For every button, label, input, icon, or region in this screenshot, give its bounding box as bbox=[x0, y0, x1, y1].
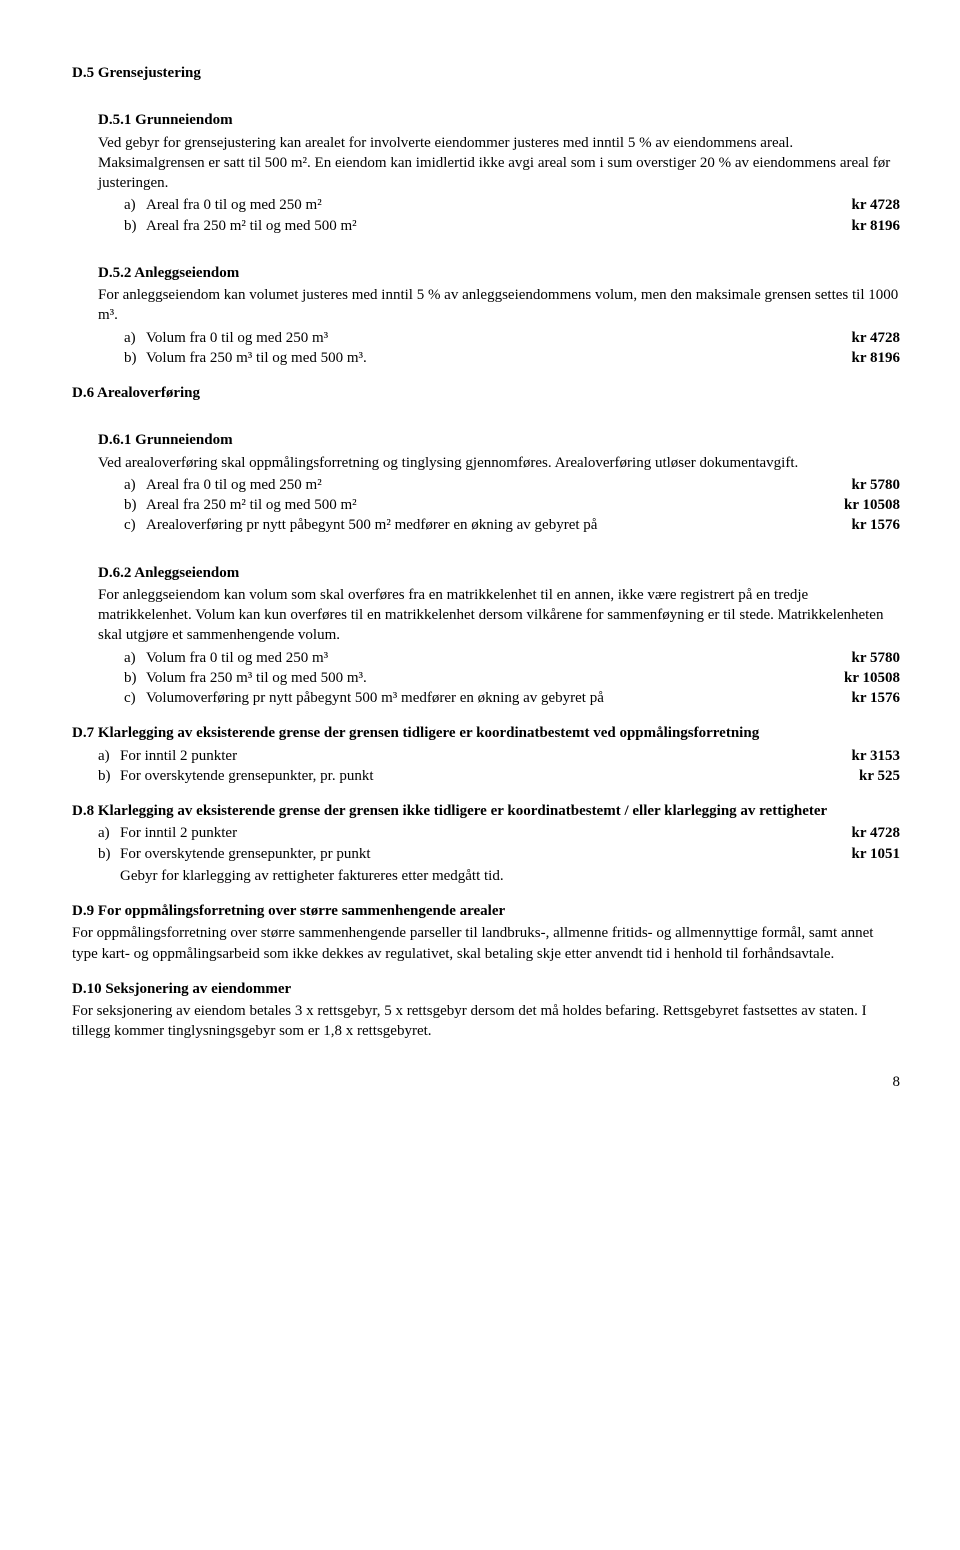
para-d8-tail: Gebyr for klarlegging av rettigheter fak… bbox=[72, 866, 900, 886]
para-d6-2: For anleggseiendom kan volum som skal ov… bbox=[98, 585, 900, 646]
list-letter: c) bbox=[124, 688, 146, 708]
list-text: Volumoverføring pr nytt påbegynt 500 m³ … bbox=[146, 688, 832, 708]
list-amount: kr 525 bbox=[839, 766, 900, 786]
list-d7: a) For inntil 2 punkter kr 3153 b) For o… bbox=[72, 746, 900, 787]
list-d6-1: a) Areal fra 0 til og med 250 m² kr 5780… bbox=[98, 475, 900, 536]
list-letter: a) bbox=[98, 746, 120, 766]
list-amount: kr 4728 bbox=[832, 328, 900, 348]
list-text: For overskytende grensepunkter, pr punkt bbox=[120, 844, 832, 864]
list-amount: kr 1051 bbox=[832, 844, 900, 864]
subsection-d6-2: D.6.2 Anleggseiendom For anleggseiendom … bbox=[72, 563, 900, 709]
list-item: b) Volum fra 250 m³ til og med 500 m³. k… bbox=[98, 348, 900, 368]
list-item: a) Volum fra 0 til og med 250 m³ kr 4728 bbox=[98, 328, 900, 348]
subsection-d6-1: D.6.1 Grunneiendom Ved arealoverføring s… bbox=[72, 430, 900, 535]
list-item: b) Volum fra 250 m³ til og med 500 m³. k… bbox=[98, 668, 900, 688]
section-d5: D.5 Grensejustering D.5.1 Grunneiendom V… bbox=[72, 63, 900, 368]
heading-d7: D.7 Klarlegging av eksisterende grense d… bbox=[72, 723, 900, 743]
heading-d5-1: D.5.1 Grunneiendom bbox=[98, 110, 900, 130]
para-d6-1: Ved arealoverføring skal oppmålingsforre… bbox=[98, 453, 900, 473]
list-text: Areal fra 0 til og med 250 m² bbox=[146, 195, 832, 215]
subsection-d5-2: D.5.2 Anleggseiendom For anleggseiendom … bbox=[72, 263, 900, 368]
section-d7: D.7 Klarlegging av eksisterende grense d… bbox=[72, 723, 900, 786]
list-letter: a) bbox=[124, 195, 146, 215]
subsection-d5-1: D.5.1 Grunneiendom Ved gebyr for grensej… bbox=[72, 110, 900, 236]
list-amount: kr 5780 bbox=[832, 648, 900, 668]
list-item: b) Areal fra 250 m² til og med 500 m² kr… bbox=[98, 495, 900, 515]
section-d6: D.6 Arealoverføring D.6.1 Grunneiendom V… bbox=[72, 383, 900, 708]
list-item: b) Areal fra 250 m² til og med 500 m² kr… bbox=[98, 216, 900, 236]
list-item: c) Volumoverføring pr nytt påbegynt 500 … bbox=[98, 688, 900, 708]
list-letter: b) bbox=[124, 216, 146, 236]
list-item: b) For overskytende grensepunkter, pr pu… bbox=[72, 844, 900, 864]
section-d9: D.9 For oppmålingsforretning over større… bbox=[72, 901, 900, 964]
list-amount: kr 8196 bbox=[832, 216, 900, 236]
list-letter: c) bbox=[124, 515, 146, 535]
list-text: For overskytende grensepunkter, pr. punk… bbox=[120, 766, 839, 786]
list-d5-1: a) Areal fra 0 til og med 250 m² kr 4728… bbox=[98, 195, 900, 236]
list-text: Volum fra 0 til og med 250 m³ bbox=[146, 648, 832, 668]
list-d6-2: a) Volum fra 0 til og med 250 m³ kr 5780… bbox=[98, 648, 900, 709]
para-d9: For oppmålingsforretning over større sam… bbox=[72, 923, 900, 964]
list-text: For inntil 2 punkter bbox=[120, 823, 832, 843]
list-letter: a) bbox=[98, 823, 120, 843]
list-amount: kr 4728 bbox=[832, 195, 900, 215]
list-text: Areal fra 250 m² til og med 500 m² bbox=[146, 216, 832, 236]
list-amount: kr 1576 bbox=[832, 515, 900, 535]
section-d8: D.8 Klarlegging av eksisterende grense d… bbox=[72, 801, 900, 886]
list-item: a) Areal fra 0 til og med 250 m² kr 4728 bbox=[98, 195, 900, 215]
heading-d6-2: D.6.2 Anleggseiendom bbox=[98, 563, 900, 583]
para-d10: For seksjonering av eiendom betales 3 x … bbox=[72, 1001, 900, 1042]
list-text: Arealoverføring pr nytt påbegynt 500 m² … bbox=[146, 515, 832, 535]
heading-d5-2: D.5.2 Anleggseiendom bbox=[98, 263, 900, 283]
list-letter: b) bbox=[98, 766, 120, 786]
list-letter: b) bbox=[98, 844, 120, 864]
list-text: Areal fra 250 m² til og med 500 m² bbox=[146, 495, 824, 515]
list-amount: kr 10508 bbox=[824, 668, 900, 688]
list-letter: a) bbox=[124, 475, 146, 495]
list-item: a) Areal fra 0 til og med 250 m² kr 5780 bbox=[98, 475, 900, 495]
list-amount: kr 10508 bbox=[824, 495, 900, 515]
heading-d9: D.9 For oppmålingsforretning over større… bbox=[72, 901, 900, 921]
list-letter: a) bbox=[124, 648, 146, 668]
list-item: b) For overskytende grensepunkter, pr. p… bbox=[72, 766, 900, 786]
list-item: c) Arealoverføring pr nytt påbegynt 500 … bbox=[98, 515, 900, 535]
list-letter: a) bbox=[124, 328, 146, 348]
list-amount: kr 8196 bbox=[832, 348, 900, 368]
list-amount: kr 3153 bbox=[832, 746, 900, 766]
list-text: Volum fra 250 m³ til og med 500 m³. bbox=[146, 668, 824, 688]
heading-d6: D.6 Arealoverføring bbox=[72, 383, 900, 403]
list-d8: a) For inntil 2 punkter kr 4728 b) For o… bbox=[72, 823, 900, 864]
list-amount: kr 4728 bbox=[832, 823, 900, 843]
list-amount: kr 5780 bbox=[832, 475, 900, 495]
list-letter: b) bbox=[124, 495, 146, 515]
page-number: 8 bbox=[72, 1072, 900, 1092]
list-letter: b) bbox=[124, 348, 146, 368]
list-text: For inntil 2 punkter bbox=[120, 746, 832, 766]
para-d5-2: For anleggseiendom kan volumet justeres … bbox=[98, 285, 900, 326]
para-d5-1: Ved gebyr for grensejustering kan areale… bbox=[98, 133, 900, 194]
list-text: Volum fra 250 m³ til og med 500 m³. bbox=[146, 348, 832, 368]
list-item: a) For inntil 2 punkter kr 3153 bbox=[72, 746, 900, 766]
list-text: Areal fra 0 til og med 250 m² bbox=[146, 475, 832, 495]
list-text: Volum fra 0 til og med 250 m³ bbox=[146, 328, 832, 348]
heading-d10: D.10 Seksjonering av eiendommer bbox=[72, 979, 900, 999]
list-item: a) Volum fra 0 til og med 250 m³ kr 5780 bbox=[98, 648, 900, 668]
list-amount: kr 1576 bbox=[832, 688, 900, 708]
heading-d8: D.8 Klarlegging av eksisterende grense d… bbox=[72, 801, 900, 821]
section-d10: D.10 Seksjonering av eiendommer For seks… bbox=[72, 979, 900, 1042]
list-d5-2: a) Volum fra 0 til og med 250 m³ kr 4728… bbox=[98, 328, 900, 369]
heading-d5: D.5 Grensejustering bbox=[72, 63, 900, 83]
list-item: a) For inntil 2 punkter kr 4728 bbox=[72, 823, 900, 843]
heading-d6-1: D.6.1 Grunneiendom bbox=[98, 430, 900, 450]
list-letter: b) bbox=[124, 668, 146, 688]
